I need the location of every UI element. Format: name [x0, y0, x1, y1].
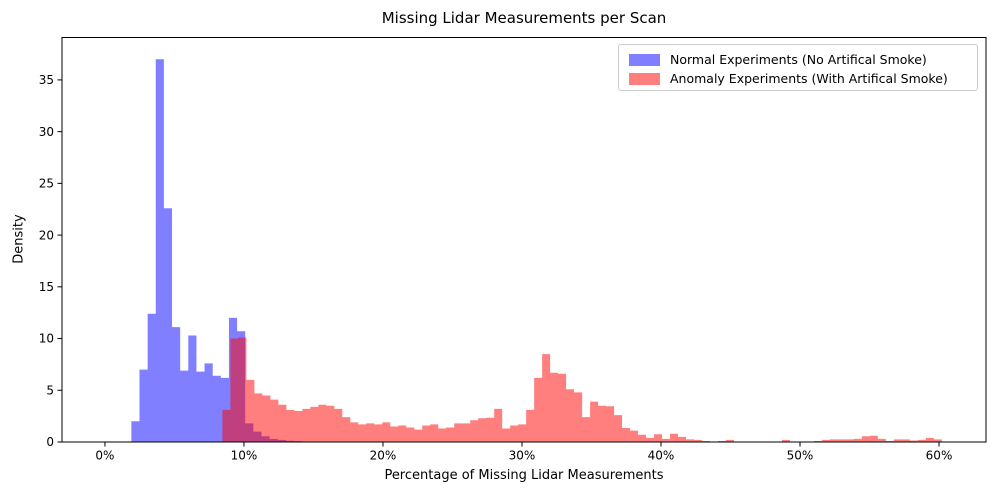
chart-title: Missing Lidar Measurements per Scan	[381, 9, 667, 27]
y-tick-label: 30	[39, 125, 54, 139]
legend-label-normal: Normal Experiments (No Artifical Smoke)	[670, 52, 927, 67]
y-tick-label: 35	[39, 73, 54, 87]
legend-label-anomaly: Anomaly Experiments (With Artifical Smok…	[670, 71, 948, 86]
x-tick-label: 40%	[648, 449, 675, 463]
histogram-anomaly-series	[222, 337, 942, 442]
legend-swatch-normal-icon	[629, 53, 660, 66]
legend-entry-anomaly: Anomaly Experiments (With Artifical Smok…	[629, 69, 969, 88]
x-tick-label: 10%	[231, 449, 258, 463]
histogram-normal-series	[131, 59, 311, 442]
y-tick-label: 0	[46, 435, 54, 449]
axes-frame	[61, 37, 987, 443]
y-tick-label: 25	[39, 177, 54, 191]
y-tick-label: 5	[46, 383, 54, 397]
y-tick-label: 10	[39, 332, 54, 346]
legend-entry-normal: Normal Experiments (No Artifical Smoke)	[629, 50, 969, 69]
y-tick-label: 20	[39, 228, 54, 242]
legend-box: Normal Experiments (No Artifical Smoke) …	[618, 44, 978, 91]
x-tick-label: 30%	[509, 449, 536, 463]
x-tick-label: 50%	[787, 449, 814, 463]
x-tick-label: 20%	[370, 449, 397, 463]
x-tick-label: 0%	[95, 449, 114, 463]
x-tick-label: 60%	[926, 449, 953, 463]
legend-swatch-anomaly-icon	[629, 72, 660, 85]
x-axis-label: Percentage of Missing Lidar Measurements	[384, 468, 664, 483]
y-axis-label: Density	[11, 214, 27, 264]
y-tick-label: 15	[39, 280, 54, 294]
